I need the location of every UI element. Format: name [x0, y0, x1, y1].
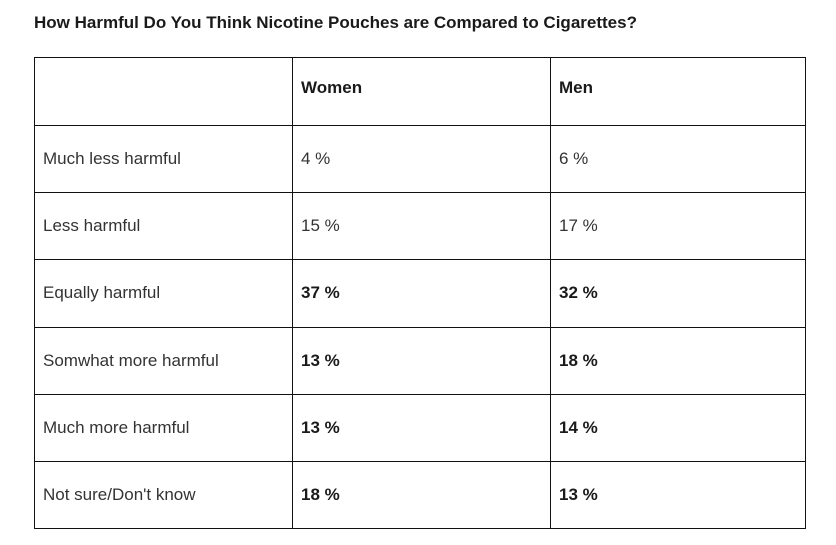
women-value-cell: 4 % — [292, 125, 551, 194]
row-label-cell: Much more harmful — [34, 393, 293, 462]
table-row: Much more harmful 13 % 14 % — [34, 393, 806, 462]
table-body: Women Men Much less harmful 4 % 6 % Less ha… — [34, 56, 806, 530]
row-label-cell: Less harmful — [34, 192, 293, 261]
row-label-cell: Much less harmful — [34, 125, 293, 194]
men-value-cell: 14 % — [550, 393, 806, 462]
row-label-cell: Somwhat more harmful — [34, 326, 293, 395]
women-value-cell: 37 % — [292, 259, 551, 328]
table-row: Much less harmful 4 % 6 % — [34, 125, 806, 194]
men-value-cell: 6 % — [550, 125, 806, 194]
men-value-cell: 17 % — [550, 192, 806, 261]
row-label-cell: Equally harmful — [34, 259, 293, 328]
header-cell-women: Women — [292, 56, 551, 127]
table-header-row: Women Men — [34, 56, 806, 127]
header-cell-label — [34, 56, 293, 127]
row-label-cell: Not sure/Don't know — [34, 460, 293, 530]
men-value-cell: 13 % — [550, 460, 806, 530]
women-value-cell: 13 % — [292, 393, 551, 462]
table-row: Somwhat more harmful 13 % 18 % — [34, 326, 806, 395]
header-cell-men: Men — [550, 56, 806, 127]
table-row: Equally harmful 37 % 32 % — [34, 259, 806, 328]
data-table: Women Men Much less harmful 4 % 6 % Less ha… — [34, 56, 806, 530]
women-value-cell: 18 % — [292, 460, 551, 530]
table-row: Less harmful 15 % 17 % — [34, 192, 806, 261]
men-value-cell: 18 % — [550, 326, 806, 395]
chart-title: How Harmful Do You Think Nicotine Pouche… — [34, 13, 637, 32]
table-row: Not sure/Don't know 18 % 13 % — [34, 460, 806, 530]
men-value-cell: 32 % — [550, 259, 806, 328]
women-value-cell: 13 % — [292, 326, 551, 395]
women-value-cell: 15 % — [292, 192, 551, 261]
